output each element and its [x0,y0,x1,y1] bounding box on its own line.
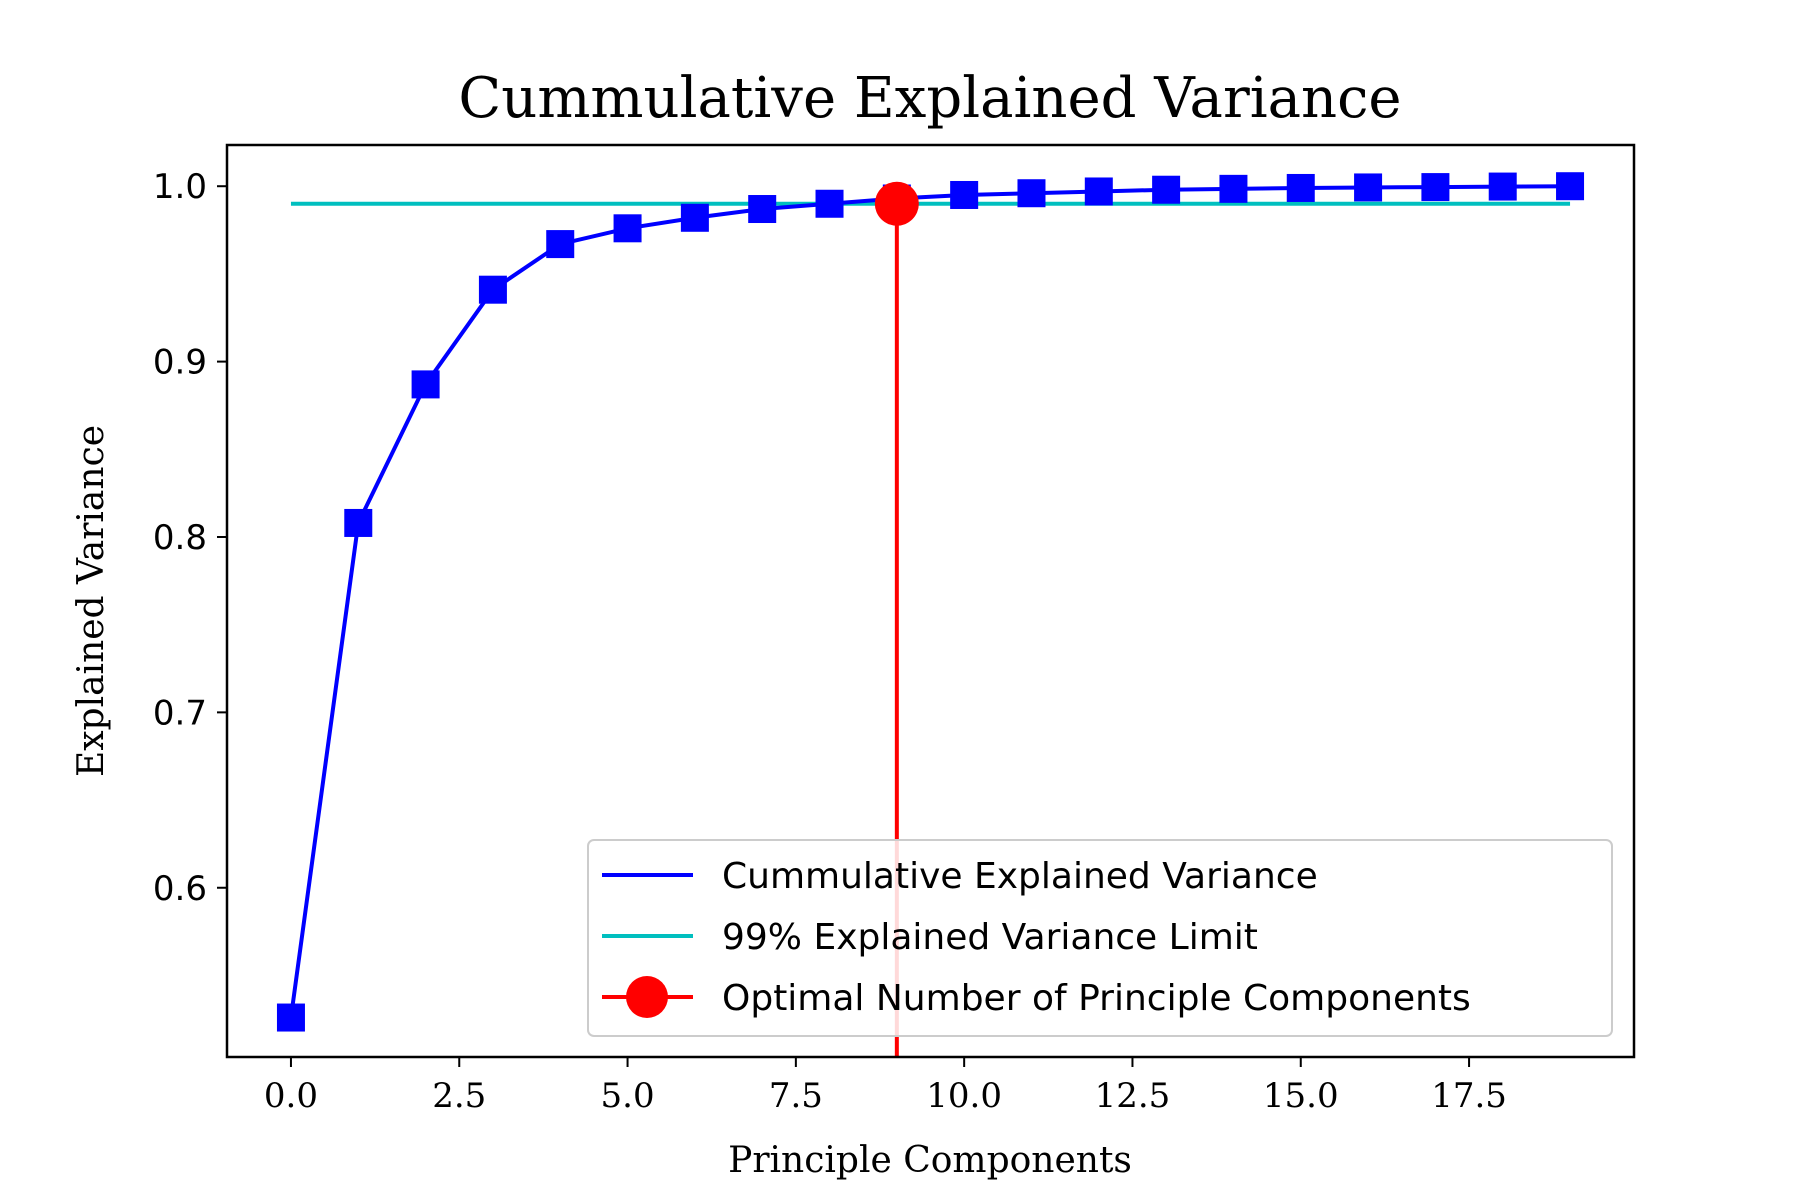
cumulative-point [276,1003,305,1032]
cumulative-point [546,230,575,259]
cumulative-point [1017,179,1046,208]
x-tick-label: 2.5 [432,1076,486,1116]
cumulative-point [1152,175,1181,204]
cumulative-point [1219,174,1248,203]
cumulative-point [411,370,440,399]
y-tick-label: 0.7 [153,693,207,733]
x-tick-label: 10.0 [926,1076,1002,1116]
y-tick-label: 0.9 [153,343,207,383]
cumulative-point [1421,173,1450,202]
optimal-point [874,181,919,226]
legend: Cummulative Explained Variance 99% Expla… [587,839,1613,1037]
plot-frame [225,143,1636,1059]
cumulative-point [613,214,642,243]
x-tick-label: 15.0 [1263,1076,1339,1116]
series-markers [276,172,1585,1032]
cumulative-point [748,195,777,224]
cumulative-point [1354,173,1383,202]
legend-entry-optimal: Optimal Number of Principle Components [722,978,1471,1019]
chart-title: Cummulative Explained Variance [458,66,1401,131]
cumulative-point [478,275,507,304]
cumulative-point [815,189,844,218]
y-axis-ticks: 0.6 0.7 0.8 0.9 1.0 [153,167,227,909]
x-tick-label: 7.5 [769,1076,823,1116]
plot-area [225,143,1636,1059]
x-tick-label: 12.5 [1095,1076,1171,1116]
x-axis-ticks: 0.0 2.5 5.0 7.5 10.0 12.5 15.0 17.5 [264,1057,1507,1116]
cumulative-point [1084,177,1113,206]
cumulative-point [344,508,373,537]
cumulative-point [680,203,709,232]
x-axis-label: Principle Components [728,1140,1132,1181]
y-tick-label: 0.8 [153,518,207,558]
cumulative-point [1556,172,1585,201]
cumulative-point [1488,172,1517,201]
x-tick-label: 17.5 [1431,1076,1507,1116]
cumulative-point [1286,173,1315,202]
y-tick-label: 1.0 [153,167,207,207]
legend-swatch-optimal-marker [626,976,668,1018]
y-axis-label: Explained Variance [71,425,112,777]
legend-box [587,839,1613,1037]
legend-entry-cumulative: Cummulative Explained Variance [722,856,1318,897]
y-tick-label: 0.6 [153,869,207,909]
x-tick-label: 5.0 [601,1076,655,1116]
legend-entry-limit: 99% Explained Variance Limit [722,917,1258,958]
cumulative-point [950,180,979,209]
x-tick-label: 0.0 [264,1076,318,1116]
